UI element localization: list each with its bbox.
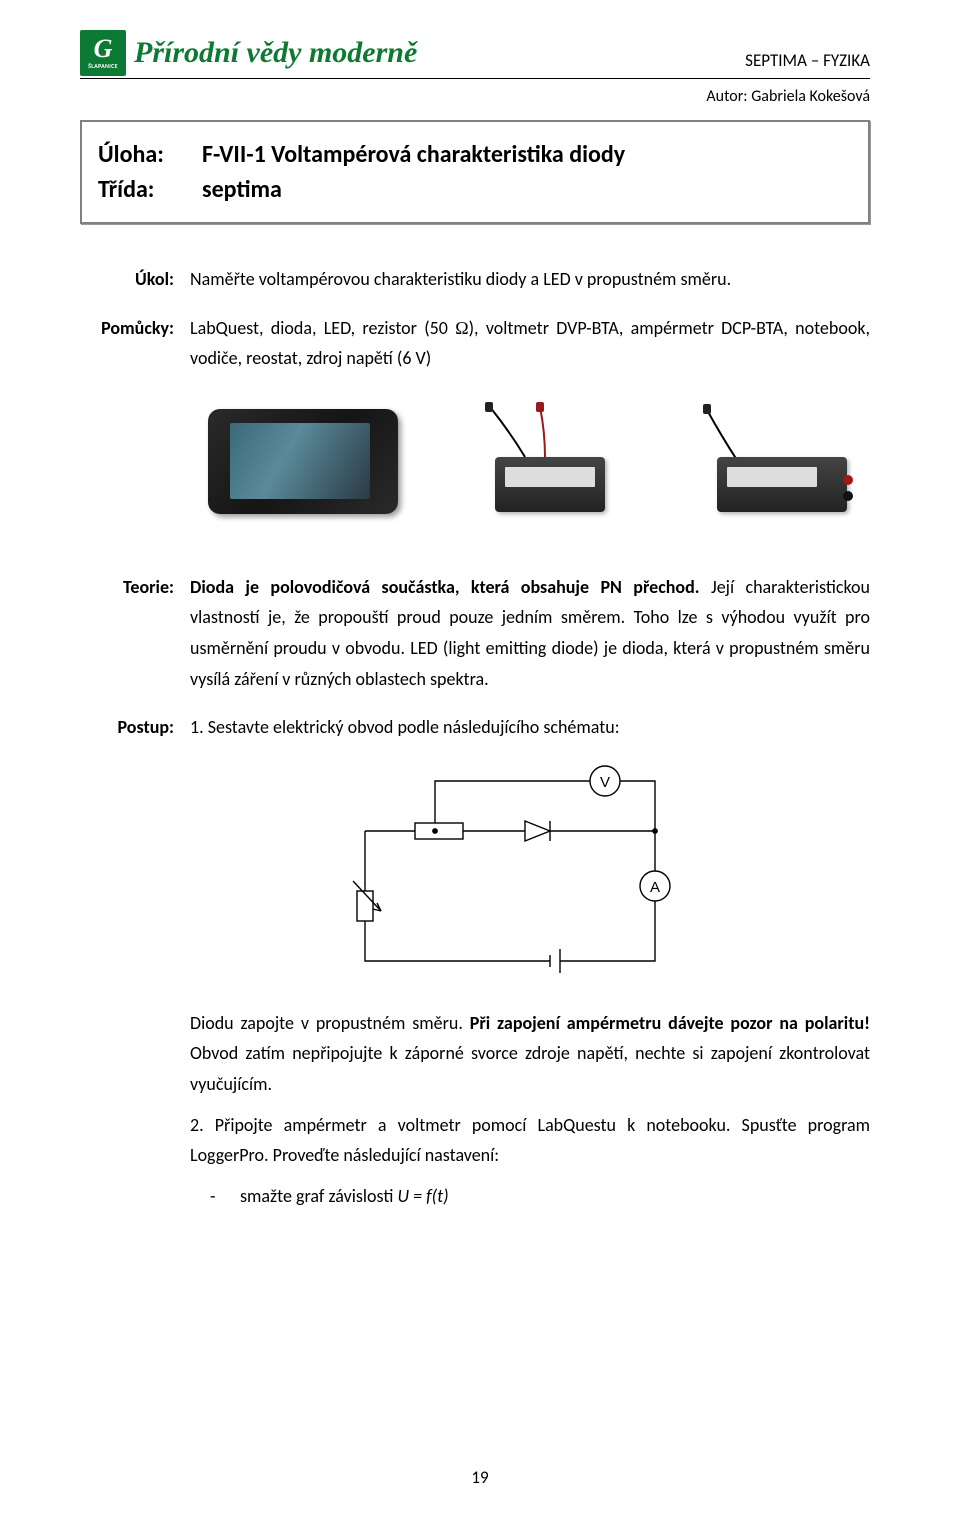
page-number: 19 [0, 1467, 960, 1488]
teorie-bold: Dioda je polovodičová součástka, která o… [190, 576, 700, 598]
ammeter-label: A [650, 879, 660, 896]
page-header: G ŠLAPANICE Přírodní vědy moderně SEPTIM… [80, 30, 870, 79]
trida-value: septima [202, 175, 282, 204]
logo-letter: G [94, 36, 113, 62]
equipment-row [190, 402, 870, 522]
bullet-dash: - [210, 1181, 220, 1212]
logo-sublabel: ŠLAPANICE [88, 62, 118, 70]
uloha-value: F-VII-1 Voltampérová charakteristika dio… [202, 140, 625, 169]
trida-label: Třída: [98, 175, 178, 204]
bullet1-pre: smažte graf závislosti [240, 1185, 397, 1207]
title-box: Úloha: F-VII-1 Voltampérová charakterist… [80, 120, 870, 224]
trida-row: Třída: septima [98, 175, 852, 204]
postup-label: Postup: [80, 712, 190, 1211]
labquest-device-image [203, 404, 403, 519]
logo-text: Přírodní vědy moderně [134, 38, 417, 68]
header-subject: SEPTIMA – FYZIKA [745, 30, 870, 71]
bullet1-ital: U = f(t) [397, 1185, 448, 1207]
voltage-sensor-image [450, 402, 630, 522]
postup-step1: 1. Sestavte elektrický obvod podle násle… [190, 712, 870, 743]
bullet1-text: smažte graf závislosti U = f(t) [240, 1181, 449, 1212]
after-schema-bold: Při zapojení ampérmetru dávejte pozor na… [470, 1012, 870, 1034]
pomucky-label: Pomůcky: [80, 313, 190, 374]
teorie-section: Teorie: Dioda je polovodičová součástka,… [80, 572, 870, 694]
after-schema-pre: Diodu zapojte v propustném směru. [190, 1012, 470, 1034]
uloha-row: Úloha: F-VII-1 Voltampérová charakterist… [98, 140, 852, 169]
postup-step2: 2. Připojte ampérmetr a voltmetr pomocí … [190, 1110, 870, 1171]
teorie-body: Dioda je polovodičová součástka, která o… [190, 572, 870, 694]
voltmeter-label: V [600, 774, 610, 791]
ukol-label: Úkol: [80, 264, 190, 295]
logo-area: G ŠLAPANICE Přírodní vědy moderně [80, 30, 417, 76]
pomucky-section: Pomůcky: LabQuest, dioda, LED, rezistor … [80, 313, 870, 374]
ukol-text: Naměřte voltampérovou charakteristiku di… [190, 264, 870, 295]
postup-body: 1. Sestavte elektrický obvod podle násle… [190, 712, 870, 1211]
pomucky-pre: LabQuest, dioda, LED, rezistor (50 [190, 317, 455, 339]
postup-after-schema: Diodu zapojte v propustném směru. Při za… [190, 1008, 870, 1100]
postup-section: Postup: 1. Sestavte elektrický obvod pod… [80, 712, 870, 1211]
author-line: Autor: Gabriela Kokešová [80, 87, 870, 106]
teorie-label: Teorie: [80, 572, 190, 694]
ukol-section: Úkol: Naměřte voltampérovou charakterist… [80, 264, 870, 295]
pomucky-text: LabQuest, dioda, LED, rezistor (50 Ω), v… [190, 313, 870, 374]
logo-badge: G ŠLAPANICE [80, 30, 126, 76]
circuit-schematic: V A [315, 763, 745, 978]
current-sensor-image [677, 402, 857, 522]
uloha-label: Úloha: [98, 140, 178, 169]
postup-bullet1: - smažte graf závislosti U = f(t) [210, 1181, 870, 1212]
after-schema-post: Obvod zatím nepřipojujte k záporné svorc… [190, 1042, 870, 1095]
omega-symbol: Ω [455, 318, 468, 338]
